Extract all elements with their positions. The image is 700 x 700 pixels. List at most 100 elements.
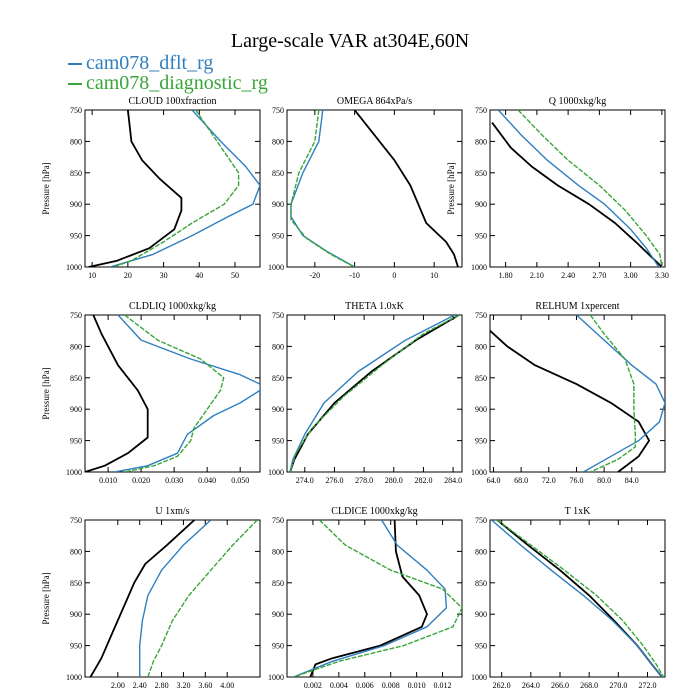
panel-frame — [286, 314, 463, 473]
x-tick-label: 2.40 — [561, 271, 575, 280]
x-tick-label: 280.0 — [385, 476, 403, 485]
reference-profile-line — [88, 110, 183, 267]
x-tick-label: 64.0 — [486, 476, 500, 485]
y-tick-label: 850 — [70, 169, 82, 178]
diagnostic-profile-line — [113, 110, 240, 267]
y-tick-label: 950 — [475, 642, 487, 651]
page-title: Large-scale VAR at304E,60N — [230, 30, 470, 52]
y-tick-label: 1000 — [66, 468, 82, 477]
x-tick-label: 0.010 — [99, 476, 117, 485]
x-tick-label: 276.0 — [325, 476, 343, 485]
y-axis-label: Pressure [hPa] — [41, 367, 51, 419]
x-tick-label: 0.012 — [434, 681, 452, 690]
x-tick-label: 2.10 — [530, 271, 544, 280]
reference-profile-line — [490, 330, 650, 472]
y-tick-label: 1000 — [268, 673, 284, 682]
y-tick-label: 1000 — [268, 468, 284, 477]
panel-title: U 1xm/s — [155, 506, 189, 517]
y-tick-label: 750 — [70, 516, 82, 525]
x-tick-label: 40 — [195, 271, 203, 280]
y-tick-label: 850 — [272, 579, 284, 588]
reference-profile-line — [496, 520, 663, 677]
dflt-profile-line — [576, 315, 665, 472]
y-tick-label: 750 — [475, 106, 487, 115]
x-tick-label: 0.020 — [132, 476, 150, 485]
y-tick-label: 1000 — [471, 263, 487, 272]
dflt-profile-line — [293, 520, 448, 677]
y-tick-label: 950 — [475, 232, 487, 241]
dflt-profile-line — [290, 110, 355, 267]
x-tick-label: 0.008 — [382, 681, 400, 690]
y-tick-label: 750 — [272, 106, 284, 115]
diagnostic-profile-line — [589, 315, 636, 472]
x-tick-label: 272.0 — [639, 681, 657, 690]
panel-title: T 1xK — [565, 506, 591, 517]
x-tick-label: 282.0 — [414, 476, 432, 485]
x-tick-label: 2.00 — [111, 681, 125, 690]
y-tick-label: 850 — [70, 374, 82, 383]
diagnostic-profile-line — [496, 520, 665, 677]
y-tick-label: 850 — [475, 169, 487, 178]
y-tick-label: 750 — [272, 311, 284, 320]
x-tick-label: 0.004 — [330, 681, 348, 690]
y-tick-label: 1000 — [471, 468, 487, 477]
y-tick-label: 1000 — [471, 673, 487, 682]
panel-title: CLDICE 1000xkg/kg — [331, 506, 417, 517]
panel-title: CLOUD 100xfraction — [128, 96, 216, 107]
legend-line-swatch — [68, 83, 82, 86]
x-tick-label: 266.0 — [551, 681, 569, 690]
panel-title: Q 1000xkg/kg — [549, 96, 607, 107]
x-tick-label: 2.70 — [592, 271, 606, 280]
y-tick-label: 800 — [272, 547, 284, 556]
y-tick-label: 850 — [475, 579, 487, 588]
dflt-profile-line — [289, 315, 455, 472]
x-tick-label: 3.60 — [198, 681, 212, 690]
y-tick-label: 1000 — [66, 263, 82, 272]
x-tick-label: 3.20 — [176, 681, 190, 690]
y-tick-label: 900 — [272, 610, 284, 619]
x-tick-label: 3.00 — [624, 271, 638, 280]
panel-frame — [489, 109, 666, 268]
dflt-profile-line — [497, 110, 660, 267]
reference-profile-line — [85, 315, 149, 472]
x-tick-label: 10 — [88, 271, 96, 280]
reference-profile-line — [289, 315, 460, 472]
y-tick-label: 750 — [475, 516, 487, 525]
y-tick-label: 950 — [70, 642, 82, 651]
diagnostic-profile-line — [147, 520, 258, 677]
x-tick-label: 284.0 — [444, 476, 462, 485]
y-tick-label: 950 — [272, 642, 284, 651]
y-tick-label: 800 — [475, 342, 487, 351]
x-tick-label: 4.00 — [220, 681, 234, 690]
reference-profile-line — [353, 110, 459, 267]
x-tick-label: 0.030 — [165, 476, 183, 485]
x-tick-label: 0.006 — [356, 681, 374, 690]
y-tick-label: 900 — [70, 200, 82, 209]
x-tick-label: 80.0 — [597, 476, 611, 485]
y-tick-label: 850 — [272, 374, 284, 383]
y-tick-label: 800 — [272, 137, 284, 146]
x-tick-label: 84.0 — [625, 476, 639, 485]
y-tick-label: 950 — [70, 232, 82, 241]
x-tick-label: 262.0 — [493, 681, 511, 690]
y-tick-label: 900 — [70, 405, 82, 414]
y-tick-label: 800 — [70, 547, 82, 556]
x-tick-label: 1.80 — [499, 271, 513, 280]
panel-frame — [84, 519, 261, 678]
legend-entry-dflt: cam078_dflt_rg — [68, 53, 213, 73]
dflt-profile-line — [109, 110, 260, 267]
x-tick-label: 0.010 — [408, 681, 426, 690]
diagnostic-profile-line — [124, 315, 225, 472]
panel-frame — [286, 519, 463, 678]
x-tick-label: 20 — [124, 271, 132, 280]
x-tick-label: 0.050 — [231, 476, 249, 485]
legend-label: cam078_dflt_rg — [86, 52, 214, 74]
panel-frame — [84, 109, 261, 268]
x-tick-label: 2.80 — [155, 681, 169, 690]
diagnostic-profile-line — [293, 520, 462, 677]
x-tick-label: 270.0 — [609, 681, 627, 690]
dflt-profile-line — [491, 520, 663, 677]
x-tick-label: 30 — [160, 271, 168, 280]
panel-frame — [286, 109, 463, 268]
